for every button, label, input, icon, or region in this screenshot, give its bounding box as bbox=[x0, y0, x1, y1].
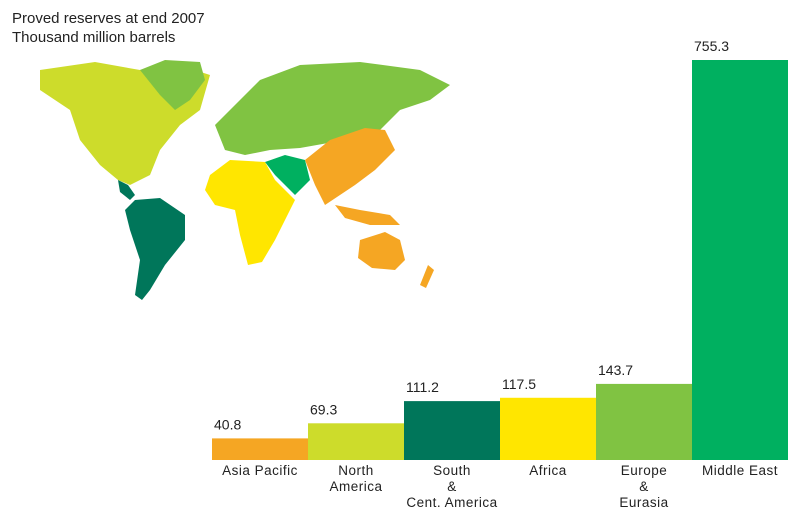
map-central-america bbox=[118, 180, 135, 200]
bar bbox=[692, 60, 788, 460]
map-new-zealand bbox=[420, 265, 434, 288]
bar bbox=[212, 438, 308, 460]
map-africa bbox=[205, 160, 295, 265]
map-south-america bbox=[125, 198, 185, 300]
map-eurasia bbox=[215, 62, 450, 155]
map-indonesia bbox=[335, 205, 400, 225]
value-label: 117.5 bbox=[502, 376, 536, 392]
world-map bbox=[40, 60, 450, 300]
chart-title: Proved reserves at end 2007 bbox=[12, 10, 205, 27]
bar bbox=[500, 397, 596, 460]
bar bbox=[308, 423, 404, 460]
value-label: 143.7 bbox=[598, 362, 633, 378]
map-australia bbox=[358, 232, 405, 270]
map-middle-east bbox=[265, 155, 310, 195]
category-label: South & Cent. America bbox=[406, 463, 498, 510]
map-greenland bbox=[140, 60, 205, 110]
category-label: North America bbox=[329, 463, 383, 494]
category-label: Asia Pacific bbox=[222, 463, 298, 478]
bar bbox=[596, 383, 692, 460]
value-label: 40.8 bbox=[214, 416, 241, 432]
chart-subtitle: Thousand million barrels bbox=[12, 29, 175, 46]
value-label: 755.3 bbox=[694, 38, 729, 54]
map-asia-pacific bbox=[305, 128, 395, 205]
category-label: Middle East bbox=[701, 463, 779, 478]
category-label: Africa bbox=[529, 463, 567, 478]
value-label: 111.2 bbox=[406, 379, 439, 395]
value-label: 69.3 bbox=[310, 401, 337, 417]
bar bbox=[404, 401, 500, 460]
category-label: Europe & Eurasia bbox=[619, 463, 669, 510]
